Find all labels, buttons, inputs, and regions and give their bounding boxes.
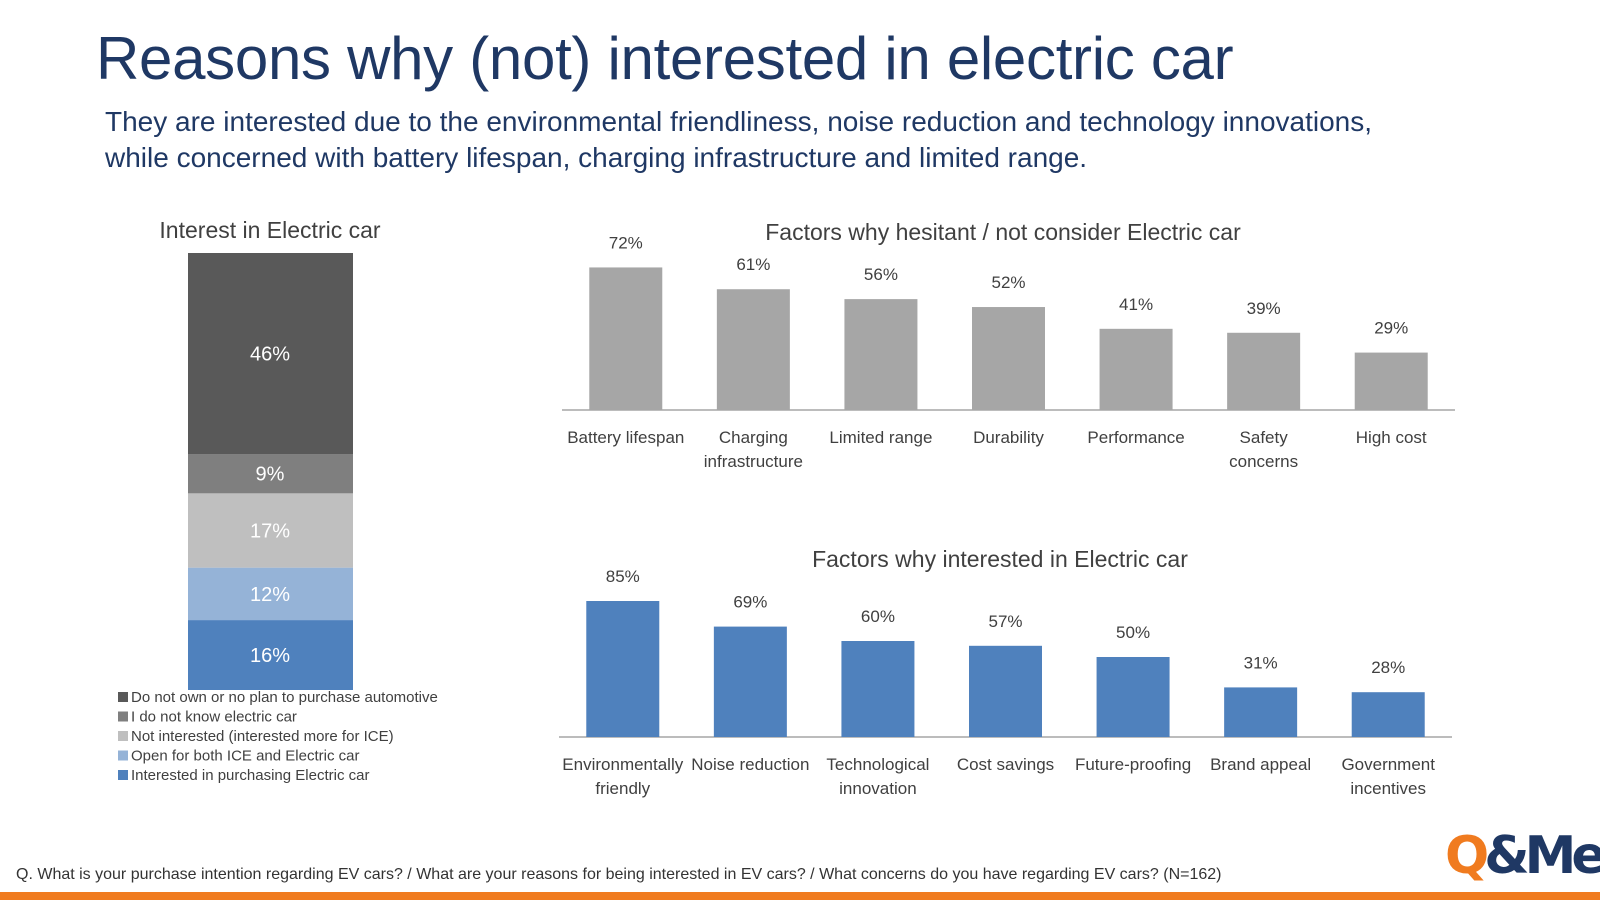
subtitle-line-1: They are interested due to the environme… — [105, 106, 1373, 137]
interested-chart-value-label-1: 69% — [733, 593, 767, 612]
hesitant-chart-value-label-0: 72% — [609, 233, 643, 252]
hesitant-chart-value-label-1: 61% — [736, 255, 770, 274]
hesitant-chart-bar-6 — [1354, 352, 1428, 410]
interested-chart-category-label-2-0: Technological — [826, 755, 929, 774]
interested-chart-category-label-2-1: innovation — [839, 779, 917, 798]
hesitant-chart-bar-1 — [716, 289, 790, 410]
legend-swatch-1 — [118, 711, 128, 722]
interested-chart-bar-0 — [586, 601, 660, 737]
stacked-chart-title: Interest in Electric car — [159, 217, 380, 243]
hesitant-chart-category-label-1-0: Charging — [719, 428, 788, 447]
bottom-accent-bar — [0, 892, 1600, 900]
stacked-segment-label-2: 17% — [250, 520, 290, 542]
hesitant-chart-value-label-5: 39% — [1247, 299, 1281, 318]
hesitant-chart-value-label-6: 29% — [1374, 319, 1408, 338]
stacked-segment-4 — [188, 253, 353, 455]
legend-swatch-3 — [118, 750, 128, 761]
hesitant-chart-value-label-4: 41% — [1119, 295, 1153, 314]
legend-swatch-4 — [118, 770, 128, 780]
stacked-segment-3 — [188, 454, 353, 494]
interested-chart-category-label-6-0: Government — [1341, 755, 1435, 774]
stacked-segment-0 — [188, 620, 353, 690]
hesitant-chart-category-label-2-0: Limited range — [829, 428, 932, 447]
legend-swatch-2 — [118, 731, 128, 741]
hesitant-chart-bar-4 — [1099, 328, 1173, 410]
hesitant-chart-category-label-6-0: High cost — [1356, 428, 1427, 447]
hesitant-chart-bar-5 — [1227, 332, 1301, 410]
stacked-segment-2 — [188, 493, 353, 568]
stacked-segment-label-1: 12% — [250, 584, 290, 606]
legend-label-0: Do not own or no plan to purchase automo… — [131, 689, 438, 706]
hesitant-chart-category-label-4-0: Performance — [1087, 428, 1184, 447]
hesitant-chart-category-label-1-1: infrastructure — [704, 452, 803, 471]
interested-chart-category-label-3-0: Cost savings — [957, 755, 1054, 774]
interested-chart-value-label-0: 85% — [606, 567, 640, 586]
hesitant-chart-category-label-5-0: Safety — [1240, 428, 1289, 447]
subtitle-line-2: while concerned with battery lifespan, c… — [105, 142, 1088, 173]
legend-label-4: Interested in purchasing Electric car — [131, 767, 369, 784]
interested-chart-bar-4 — [1096, 657, 1170, 737]
hesitant-chart-title: Factors why hesitant / not consider Elec… — [765, 219, 1241, 245]
stacked-segment-label-3: 9% — [256, 464, 285, 486]
hesitant-chart-value-label-2: 56% — [864, 265, 898, 284]
interested-chart-category-label-6-1: incentives — [1350, 779, 1426, 798]
page-title: Reasons why (not) interested in electric… — [96, 25, 1234, 92]
interested-chart-bar-1 — [713, 626, 787, 737]
legend-label-2: Not interested (interested more for ICE) — [131, 728, 394, 745]
interested-chart-category-label-0-0: Environmentally — [562, 755, 683, 774]
hesitant-chart-category-label-0-0: Battery lifespan — [567, 428, 684, 447]
interested-chart-value-label-6: 28% — [1371, 658, 1405, 677]
interested-chart-value-label-5: 31% — [1244, 653, 1278, 672]
interested-chart-value-label-2: 60% — [861, 607, 895, 626]
hesitant-chart-bar-2 — [844, 299, 918, 410]
company-logo: Q&Me — [1445, 826, 1600, 886]
interested-chart-category-label-0-1: friendly — [595, 779, 650, 798]
hesitant-chart-value-label-3: 52% — [991, 273, 1025, 292]
hesitant-chart-bar-0 — [589, 267, 663, 410]
hesitant-chart-category-label-5-1: concerns — [1229, 452, 1298, 471]
page-subtitle: They are interested due to the environme… — [105, 104, 1585, 176]
interested-chart-category-label-4-0: Future-proofing — [1075, 755, 1191, 774]
interested-chart-bar-5 — [1224, 687, 1298, 737]
interested-chart-bar-6 — [1351, 692, 1425, 737]
legend-label-1: I do not know electric car — [131, 709, 297, 726]
stacked-segment-label-4: 46% — [250, 344, 290, 366]
hesitant-chart-category-label-3-0: Durability — [973, 428, 1044, 447]
interested-chart-bar-2 — [841, 641, 915, 737]
stacked-segment-label-0: 16% — [250, 645, 290, 667]
interested-chart-title: Factors why interested in Electric car — [812, 546, 1188, 572]
interested-chart-value-label-3: 57% — [988, 612, 1022, 631]
stacked-segment-1 — [188, 567, 353, 621]
legend-label-3: Open for both ICE and Electric car — [131, 748, 359, 765]
footnote-question: Q. What is your purchase intention regar… — [16, 866, 1222, 883]
interested-chart-category-label-1-0: Noise reduction — [691, 755, 809, 774]
interested-chart-bar-3 — [969, 645, 1042, 737]
interested-chart-category-label-5-0: Brand appeal — [1210, 755, 1311, 774]
legend-swatch-0 — [118, 692, 128, 702]
interested-chart-value-label-4: 50% — [1116, 623, 1150, 642]
hesitant-chart-bar-3 — [972, 307, 1045, 410]
